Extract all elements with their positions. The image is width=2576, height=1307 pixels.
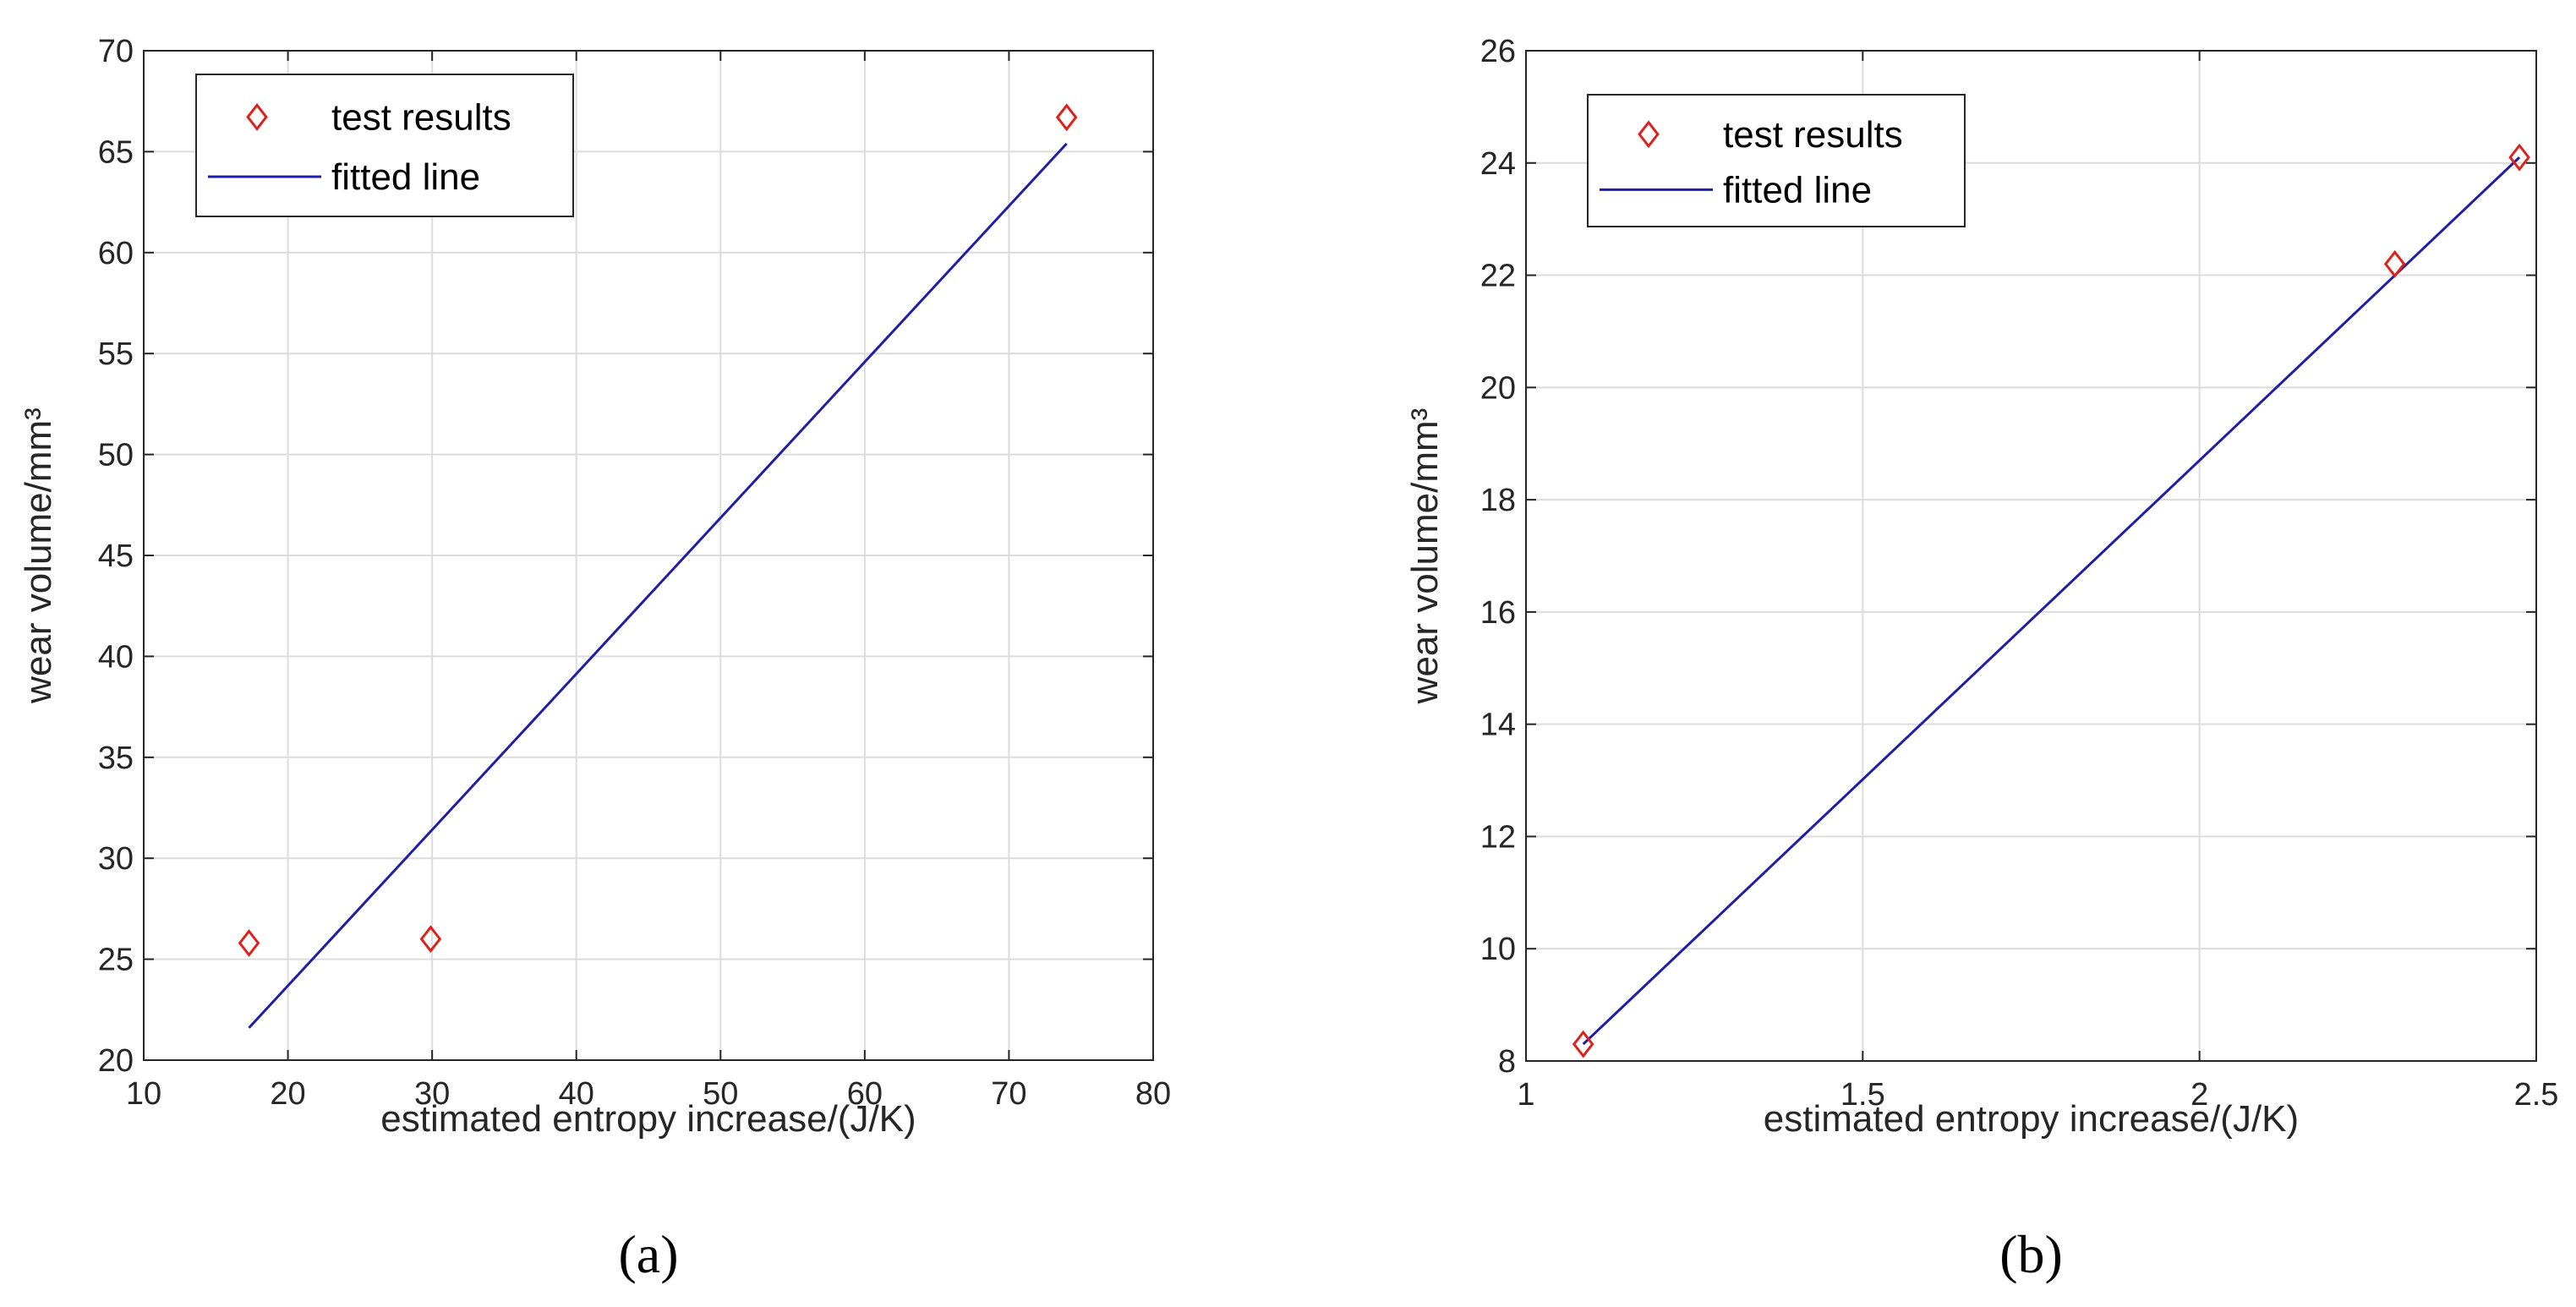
legend-label: test results (1723, 114, 1903, 156)
y-tick-label: 8 (1498, 1044, 1516, 1080)
chart-panel-a: 10 20 30 40 50 60 70 802025303540455055606570es… (18, 34, 1171, 1284)
legend: test results fitted line (1587, 94, 1966, 227)
test-result-point (1572, 1030, 1594, 1058)
y-axis-label: wear volume/mm³ (18, 407, 59, 704)
x-tick-label: 60 (847, 1076, 883, 1112)
y-tick-label: 22 (1480, 259, 1516, 294)
y-tick-label: 70 (98, 34, 134, 69)
x-tick-label: 2.5 (2514, 1077, 2559, 1113)
legend-label: test results (331, 96, 511, 138)
x-tick-label: 20 (270, 1076, 305, 1112)
test-result-point (1055, 103, 1078, 132)
y-tick-label: 24 (1480, 146, 1516, 182)
x-tick-label: 80 (1135, 1076, 1171, 1112)
chart-panel-b: 1 1.5 2 2.5 8 10 12 14 16 18 20 22 24 26 estimated ent… (1404, 34, 2558, 1284)
y-tick-label: 50 (98, 438, 134, 473)
y-tick-label: 25 (98, 943, 134, 978)
y-tick-label: 30 (98, 841, 134, 877)
y-tick-label: 16 (1480, 595, 1516, 631)
fitted-line (1582, 156, 2521, 1046)
plot-frame (1525, 50, 2537, 1062)
y-tick-label: 55 (98, 336, 134, 372)
legend-box (1587, 94, 1966, 227)
y-tick-label: 12 (1480, 819, 1516, 855)
x-tick-label: 1 (1517, 1077, 1534, 1113)
x-tick-label: 50 (703, 1076, 738, 1112)
x-tick-label: 2 (2190, 1077, 2208, 1113)
y-tick-label: 10 (1480, 932, 1516, 967)
y-tick-label: 26 (1480, 34, 1516, 69)
y-tick-label: 20 (1480, 370, 1516, 406)
legend-marker-icon (246, 102, 268, 131)
test-result-point (2383, 249, 2406, 278)
legend-label: fitted line (331, 156, 480, 198)
legend-marker-icon (1638, 120, 1660, 149)
test-result-point (2508, 143, 2530, 172)
panel-label: (a) (618, 1224, 678, 1284)
test-result-point (238, 929, 260, 957)
x-axis-label: estimated entropy increase/(J/K) (1764, 1098, 2299, 1140)
y-axis-label: wear volume/mm³ (1404, 408, 1446, 705)
y-tick-label: 14 (1480, 708, 1516, 743)
y-tick-label: 20 (98, 1043, 134, 1079)
legend-box (195, 74, 574, 217)
x-tick-label: 40 (559, 1076, 594, 1112)
y-tick-label: 18 (1480, 483, 1516, 518)
x-axis-label: estimated entropy increase/(J/K) (380, 1098, 916, 1140)
legend: test results fitted line (195, 74, 574, 217)
x-tick-label: 30 (414, 1076, 450, 1112)
fitted-line (248, 142, 1068, 1029)
x-tick-label: 1.5 (1840, 1077, 1885, 1113)
y-tick-label: 40 (98, 639, 134, 675)
x-tick-label: 10 (126, 1076, 161, 1112)
y-tick-label: 60 (98, 236, 134, 271)
test-result-point (419, 925, 442, 954)
x-tick-label: 70 (991, 1076, 1026, 1112)
legend-label: fitted line (1723, 169, 1872, 211)
y-tick-label: 35 (98, 741, 134, 776)
y-tick-label: 65 (98, 134, 134, 170)
panel-label: (b) (1999, 1224, 2063, 1284)
y-tick-label: 45 (98, 539, 134, 574)
